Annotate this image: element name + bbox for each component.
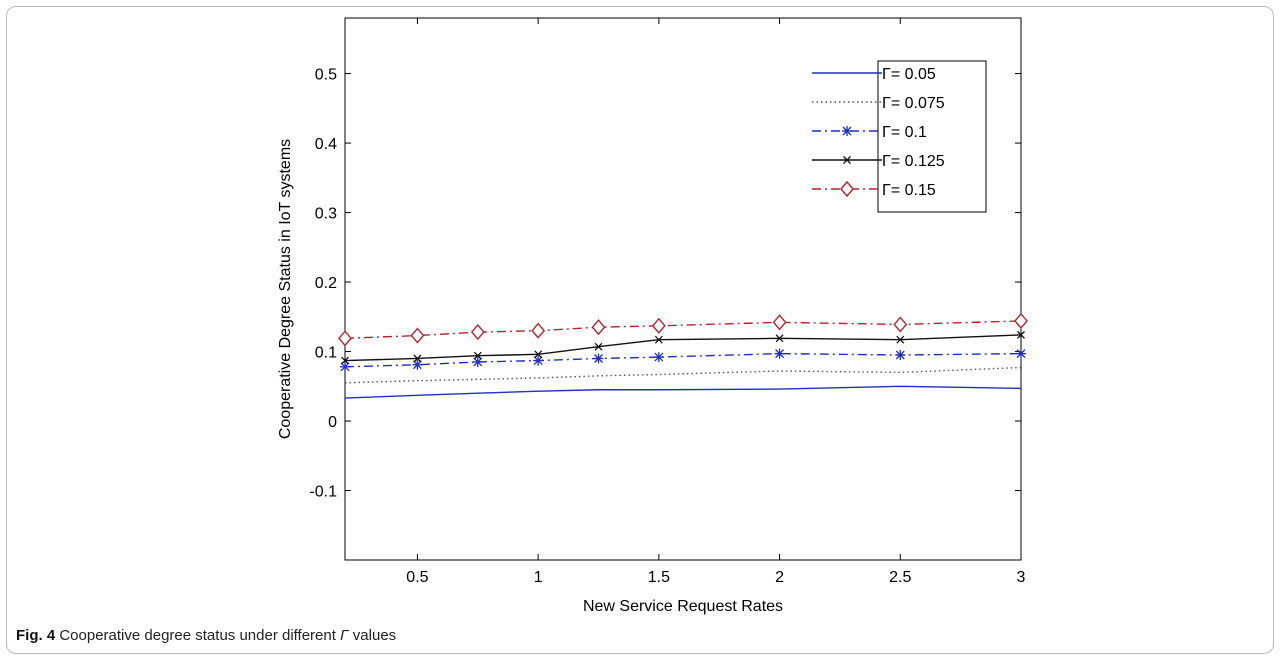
- legend-label: Γ= 0.15: [882, 182, 936, 199]
- x-tick-label: 2.5: [889, 569, 911, 586]
- series-3: [340, 348, 1026, 372]
- caption-symbol: Γ: [340, 627, 349, 644]
- data-point: [594, 342, 603, 351]
- data-point: [591, 319, 606, 336]
- y-tick-label: 0.3: [315, 206, 337, 223]
- data-point: [338, 330, 352, 347]
- y-tick-label: 0.1: [315, 345, 337, 362]
- legend-entry: Γ= 0.125: [812, 153, 945, 170]
- caption-text-pre: Cooperative degree status under differen…: [55, 627, 341, 644]
- x-tick-label: 0.5: [406, 569, 428, 586]
- legend-marker: [842, 126, 852, 136]
- data-point: [1017, 330, 1025, 339]
- data-point: [473, 351, 482, 360]
- marker-stroke: [775, 349, 785, 359]
- data-point: [340, 361, 350, 372]
- legend-label: Γ= 0.075: [882, 95, 945, 112]
- x-tick-label: 2: [775, 569, 784, 586]
- y-axis-label: Cooperative Degree Status in IoT systems: [277, 139, 294, 439]
- data-point: [651, 317, 666, 334]
- data-point: [896, 335, 905, 344]
- y-tick-label: -0.1: [309, 484, 337, 501]
- data-point: [895, 350, 906, 361]
- caption-text-post: values: [348, 627, 397, 644]
- data-point: [1014, 312, 1028, 330]
- axis-ticks: 0.5 1 1.5 2 2.5 3 -0.1 0 0.1 0.2 0.3 0.4 0.5: [309, 18, 1026, 586]
- marker-stroke: [534, 350, 543, 359]
- data-point: [472, 356, 483, 367]
- data-point: [410, 327, 425, 344]
- legend-marker: [840, 180, 854, 198]
- marker-stroke: [654, 335, 663, 344]
- legend-entry: Γ= 0.05: [812, 66, 936, 83]
- x-tick-label: 1: [534, 569, 543, 586]
- y-tick-label: 0.2: [315, 275, 337, 292]
- series-group: [338, 312, 1028, 399]
- data-point: [531, 322, 546, 339]
- legend-label: Γ= 0.125: [882, 153, 945, 170]
- series-line: [344, 385, 1022, 399]
- marker-stroke: [1016, 349, 1026, 359]
- data-point: [470, 324, 485, 341]
- series-1: [344, 385, 1022, 399]
- marker-stroke: [473, 357, 483, 367]
- marker-stroke: [340, 362, 350, 372]
- legend-marker: [843, 156, 851, 164]
- marker-stroke: [1017, 330, 1025, 339]
- legend-entry: Γ= 0.075: [812, 95, 945, 112]
- figure-caption: Fig. 4 Cooperative degree status under d…: [16, 627, 396, 644]
- data-point: [774, 348, 785, 359]
- marker-stroke: [654, 352, 664, 362]
- marker-stroke: [473, 351, 482, 360]
- y-tick-label: 0.4: [315, 136, 337, 153]
- marker-stroke: [413, 354, 422, 363]
- data-point: [653, 352, 664, 363]
- marker-stroke: [895, 350, 905, 360]
- legend-label: Γ= 0.1: [882, 124, 927, 141]
- data-point: [412, 359, 423, 370]
- series-4: [341, 330, 1025, 365]
- marker-stroke: [594, 354, 603, 363]
- data-point: [775, 334, 784, 343]
- legend-entry: Γ= 0.15: [812, 180, 936, 199]
- y-tick-label: 0.5: [315, 67, 337, 84]
- data-point: [534, 350, 543, 359]
- y-tick-label: 0: [328, 414, 337, 431]
- figure-label: Fig. 4: [16, 627, 56, 644]
- data-point: [893, 316, 908, 333]
- data-point: [533, 355, 544, 366]
- data-point: [413, 354, 422, 363]
- x-tick-label: 1.5: [648, 569, 670, 586]
- marker-stroke: [533, 356, 543, 366]
- data-point: [772, 314, 787, 331]
- data-point: [341, 356, 349, 365]
- marker-stroke: [896, 335, 905, 344]
- marker-stroke: [843, 156, 851, 164]
- data-point: [593, 353, 604, 364]
- series-5: [338, 312, 1028, 347]
- marker-stroke: [775, 334, 784, 343]
- legend-entry: Γ= 0.1: [812, 124, 927, 141]
- x-tick-label: 3: [1017, 569, 1026, 586]
- legend-box: [877, 60, 987, 213]
- legend: Γ= 0.05 Γ= 0.075 Γ= 0.1 Γ= 0.125 Γ= 0.15: [812, 60, 987, 213]
- marker-stroke: [842, 126, 852, 136]
- data-point: [654, 335, 663, 344]
- data-point: [1016, 348, 1026, 359]
- marker-stroke: [341, 356, 349, 365]
- legend-label: Γ= 0.05: [882, 66, 936, 83]
- marker-stroke: [594, 342, 603, 351]
- marker-stroke: [412, 360, 422, 370]
- x-axis-label: New Service Request Rates: [583, 598, 783, 615]
